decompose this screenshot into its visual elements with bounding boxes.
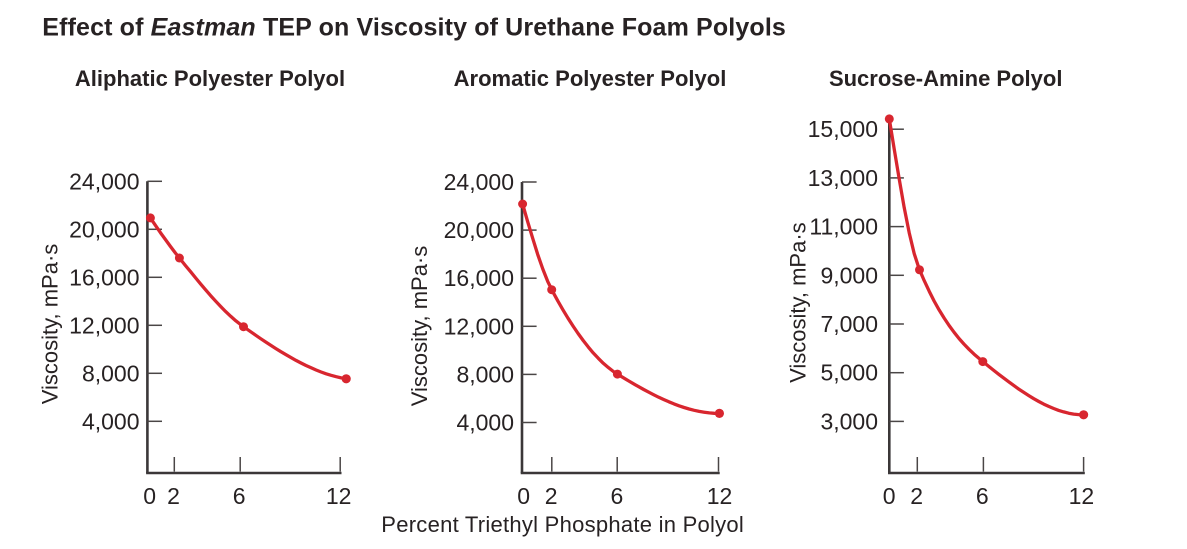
svg-text:6: 6 xyxy=(976,483,989,509)
svg-text:7,000: 7,000 xyxy=(820,311,878,337)
svg-text:4,000: 4,000 xyxy=(456,410,514,436)
svg-text:2: 2 xyxy=(167,483,180,509)
svg-text:12: 12 xyxy=(1069,483,1095,509)
svg-text:16,000: 16,000 xyxy=(444,265,514,291)
svg-text:11,000: 11,000 xyxy=(809,214,878,240)
svg-text:8,000: 8,000 xyxy=(456,361,514,387)
svg-text:15,000: 15,000 xyxy=(808,116,878,142)
svg-text:6: 6 xyxy=(611,483,624,509)
svg-text:2: 2 xyxy=(545,483,558,509)
svg-text:12: 12 xyxy=(326,483,352,509)
svg-text:12,000: 12,000 xyxy=(444,313,514,339)
svg-text:Aromatic Polyester Polyol: Aromatic Polyester Polyol xyxy=(454,66,727,91)
svg-text:12,000: 12,000 xyxy=(69,312,139,338)
svg-text:20,000: 20,000 xyxy=(444,217,514,243)
svg-text:Viscosity, mPa·s: Viscosity, mPa·s xyxy=(785,222,810,383)
svg-text:0: 0 xyxy=(883,483,896,509)
svg-text:16,000: 16,000 xyxy=(69,264,139,290)
svg-text:24,000: 24,000 xyxy=(69,168,139,194)
svg-text:6: 6 xyxy=(233,483,246,509)
svg-text:8,000: 8,000 xyxy=(82,360,140,386)
svg-text:12: 12 xyxy=(707,483,733,509)
svg-text:0: 0 xyxy=(143,483,156,509)
svg-text:0: 0 xyxy=(517,483,530,509)
svg-text:20,000: 20,000 xyxy=(69,216,139,242)
svg-text:Sucrose-Amine Polyol: Sucrose-Amine Polyol xyxy=(829,66,1063,91)
svg-text:Effect of Eastman TEP on Visco: Effect of Eastman TEP on Viscosity of Ur… xyxy=(42,13,786,41)
svg-text:Viscosity, mPa·s: Viscosity, mPa·s xyxy=(407,246,432,407)
svg-text:Aliphatic Polyester Polyol: Aliphatic Polyester Polyol xyxy=(75,66,345,91)
svg-text:3,000: 3,000 xyxy=(820,408,878,434)
svg-text:4,000: 4,000 xyxy=(82,408,140,434)
svg-text:Percent Triethyl Phosphate in: Percent Triethyl Phosphate in Polyol xyxy=(381,512,744,537)
svg-text:5,000: 5,000 xyxy=(820,360,878,386)
svg-text:24,000: 24,000 xyxy=(444,169,514,195)
svg-text:13,000: 13,000 xyxy=(808,165,878,191)
svg-text:Viscosity, mPa·s: Viscosity, mPa·s xyxy=(37,244,62,405)
svg-text:2: 2 xyxy=(910,483,923,509)
svg-text:9,000: 9,000 xyxy=(820,262,878,288)
